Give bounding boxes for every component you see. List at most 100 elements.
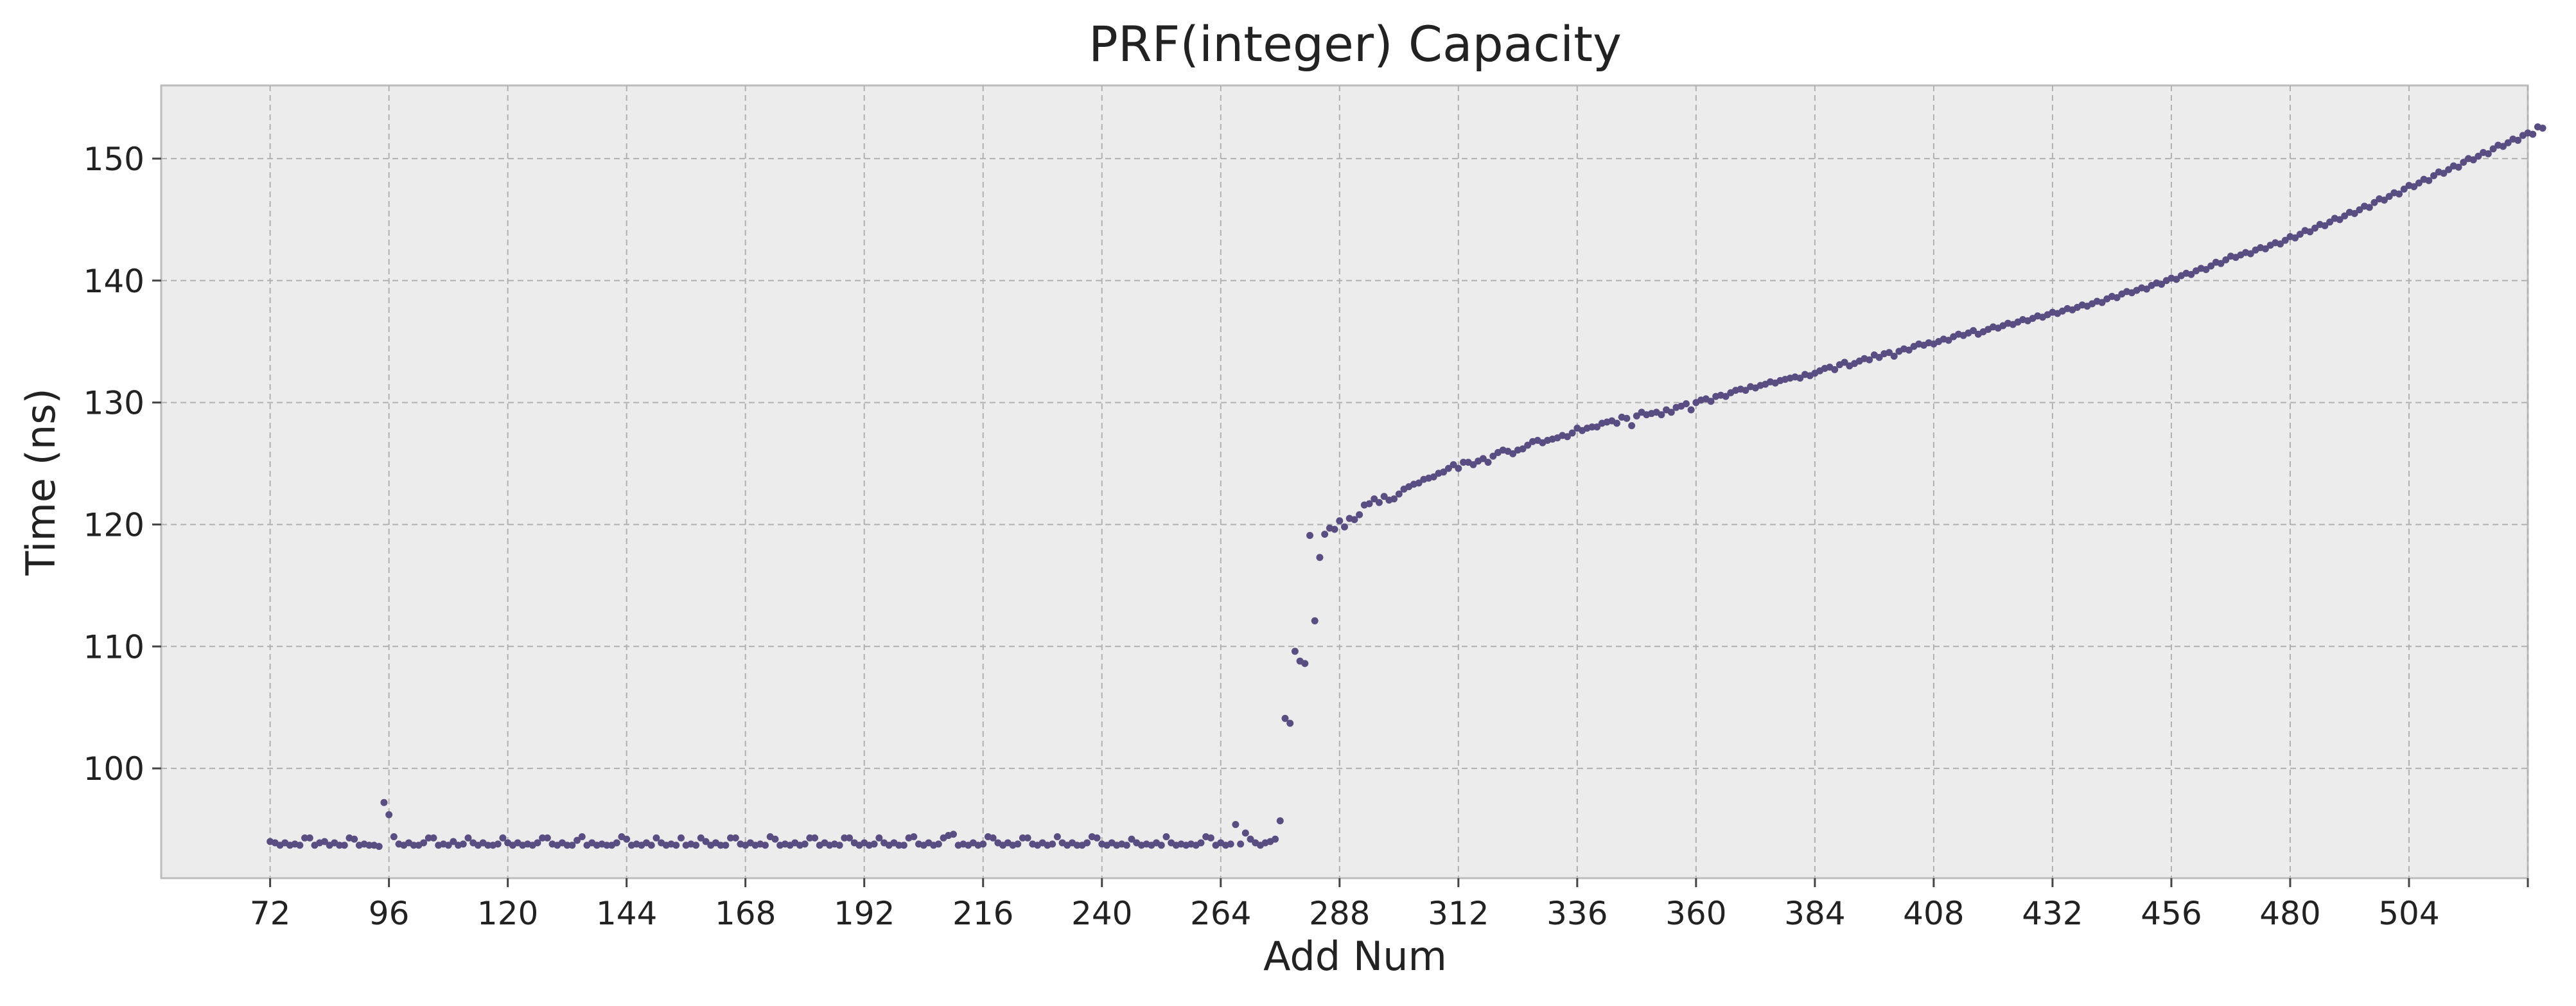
data-point: [900, 842, 907, 849]
data-point: [2281, 236, 2289, 244]
x-tick-label: 288: [1309, 895, 1370, 932]
x-tick-label: 360: [1665, 895, 1726, 932]
data-point: [1247, 835, 1254, 843]
data-point: [2247, 250, 2254, 258]
data-point: [1796, 375, 1804, 382]
data-point: [2455, 163, 2462, 171]
data-point: [934, 840, 942, 848]
data-point: [1356, 511, 1363, 518]
data-point: [2202, 266, 2210, 274]
y-tick-label: 110: [83, 628, 145, 666]
data-point: [2306, 228, 2314, 236]
x-tick-label: 456: [2141, 895, 2202, 932]
data-point: [430, 834, 437, 842]
data-point: [459, 840, 467, 848]
data-point: [2460, 159, 2467, 166]
data-point: [1633, 412, 1640, 419]
data-point: [1682, 400, 1690, 407]
data-point: [563, 842, 571, 849]
x-tick-label: 504: [2378, 895, 2439, 932]
data-point: [1207, 834, 1214, 842]
data-point: [1341, 523, 1348, 531]
data-point: [1568, 429, 1576, 437]
data-point: [1444, 464, 1452, 472]
data-point: [1415, 479, 1423, 487]
data-point: [1588, 423, 1596, 431]
data-point: [1128, 835, 1135, 843]
data-point: [1450, 461, 1457, 468]
data-point: [444, 842, 452, 849]
data-point: [1306, 532, 1314, 540]
x-tick-label: 336: [1546, 895, 1608, 932]
data-point: [2098, 299, 2106, 306]
data-point: [1469, 461, 1477, 468]
data-point: [2296, 231, 2304, 238]
data-point: [727, 834, 735, 842]
data-point: [1460, 459, 1468, 466]
data-point: [1613, 419, 1621, 427]
data-point: [2207, 262, 2215, 270]
data-point: [1232, 820, 1240, 828]
x-tick-label: 480: [2259, 895, 2320, 932]
data-point: [1455, 464, 1462, 472]
data-point: [1281, 714, 1289, 722]
axis-ticks: 72 96 120 144 168 192 216 240 264 288 312 336 360 384…: [83, 141, 2529, 932]
data-point: [1390, 495, 1398, 503]
data-point: [1687, 406, 1695, 414]
data-point: [2142, 285, 2150, 293]
data-point: [2321, 222, 2329, 229]
data-point: [1321, 531, 1329, 538]
data-point: [539, 834, 547, 842]
data-point: [2158, 280, 2166, 288]
data-point: [1484, 459, 1492, 466]
data-point: [2504, 139, 2512, 146]
data-point: [1375, 499, 1383, 506]
data-point: [578, 833, 586, 840]
data-point: [979, 840, 987, 848]
data-point: [836, 842, 843, 849]
data-point: [1053, 833, 1061, 840]
data-point: [895, 842, 903, 849]
data-point: [1157, 842, 1165, 849]
data-point: [2370, 199, 2378, 206]
data-point: [1276, 817, 1284, 825]
data-point: [1049, 840, 1056, 848]
x-tick-label: 168: [715, 895, 776, 932]
data-point: [1905, 346, 1913, 354]
data-point: [2222, 256, 2230, 263]
data-point: [320, 838, 328, 845]
data-point: [846, 834, 854, 842]
data-point: [1479, 455, 1487, 463]
plot-area: [160, 84, 2529, 879]
y-axis-label: Time (ns): [17, 388, 64, 576]
data-point: [1509, 450, 1517, 457]
data-point: [1073, 842, 1081, 849]
data-point: [1123, 842, 1130, 849]
data-point: [301, 834, 309, 842]
data-point: [1886, 349, 1893, 357]
data-point: [1707, 398, 1715, 405]
data-point: [1286, 719, 1294, 727]
data-point: [2400, 185, 2408, 193]
data-point: [1380, 493, 1388, 500]
data-point: [1430, 473, 1437, 481]
y-tick-label: 120: [83, 506, 145, 543]
data-point: [1831, 366, 1839, 373]
data-point: [841, 834, 848, 842]
data-point: [1241, 829, 1249, 837]
x-tick-label: 216: [952, 895, 1013, 932]
data-point: [568, 842, 576, 849]
x-tick-label: 264: [1190, 895, 1251, 932]
data-point: [692, 842, 700, 849]
data-point: [2499, 143, 2507, 150]
x-tick-label: 72: [250, 895, 291, 932]
data-point: [1093, 834, 1101, 842]
y-tick-label: 140: [83, 263, 145, 300]
data-point: [1440, 468, 1448, 476]
data-point: [2415, 179, 2423, 187]
data-points: [267, 123, 2546, 851]
data-point: [1365, 500, 1373, 507]
data-point: [1316, 554, 1324, 561]
data-point: [2469, 156, 2477, 164]
data-point: [543, 834, 551, 842]
